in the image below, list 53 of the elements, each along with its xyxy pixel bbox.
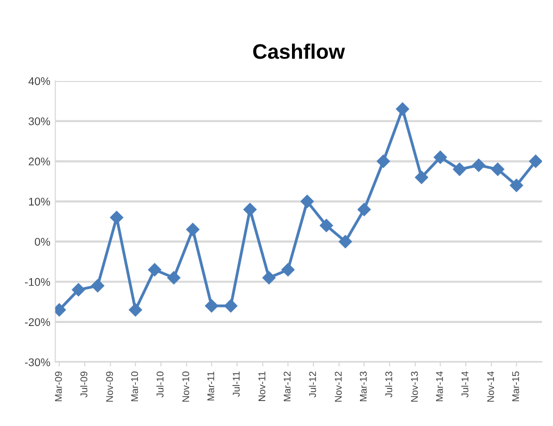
y-tick-label: -20% (24, 318, 50, 326)
point (338, 235, 352, 248)
point (186, 222, 200, 236)
y-tick-label: -30% (24, 358, 50, 366)
point (376, 154, 390, 168)
x-tick-label: Jul-14 (461, 371, 468, 398)
point (452, 162, 466, 176)
x-tick-label: Nov-14 (487, 371, 494, 402)
point (414, 170, 428, 184)
point (472, 158, 486, 172)
x-tick-label: Nov-10 (182, 372, 190, 402)
y-tick-label: -10% (24, 278, 50, 286)
point (396, 102, 410, 116)
point (205, 299, 218, 312)
point (110, 210, 124, 224)
point (320, 218, 333, 232)
point (529, 154, 542, 168)
x-tick-label: Mar-13 (360, 372, 367, 402)
point (510, 178, 524, 192)
x-tick-label: Nov-12 (334, 372, 342, 402)
x-tick-label: Mar-12 (284, 372, 291, 402)
y-tick-label: 20% (28, 158, 50, 166)
x-tick-label: Mar-15 (512, 372, 520, 402)
point (243, 202, 257, 216)
x-tick-label: Nov-11 (258, 372, 266, 401)
point (434, 150, 447, 164)
point (262, 271, 276, 284)
x-tick-label: Jul-11 (232, 372, 240, 397)
point (224, 299, 238, 312)
y-tick-label: 40% (28, 77, 50, 86)
y-tick-label: 10% (29, 198, 50, 206)
point (358, 202, 371, 216)
y-tick-label: 0% (34, 238, 50, 246)
chart-title: Cashflow (253, 44, 345, 59)
point (128, 303, 142, 316)
point (91, 279, 104, 292)
point (281, 263, 295, 276)
x-tick-label: Nov-09 (106, 372, 113, 402)
x-tick-label: Mar-09 (54, 372, 62, 402)
x-tick-label: Nov-13 (410, 372, 418, 402)
x-tick-label: Jul-10 (156, 372, 164, 398)
point (72, 283, 86, 296)
x-tick-label: Jul-09 (80, 372, 88, 398)
x-tick-label: Mar-11 (207, 372, 214, 400)
x-tick-label: Jul-12 (308, 372, 316, 398)
x-tick-label: Mar-14 (436, 371, 443, 402)
point (148, 263, 162, 276)
y-tick-label: 30% (28, 117, 50, 126)
x-tick-label: Mar-10 (131, 372, 138, 402)
point (491, 162, 504, 176)
x-tick-label: Jul-13 (385, 372, 392, 398)
point (167, 271, 180, 284)
point (300, 194, 314, 208)
